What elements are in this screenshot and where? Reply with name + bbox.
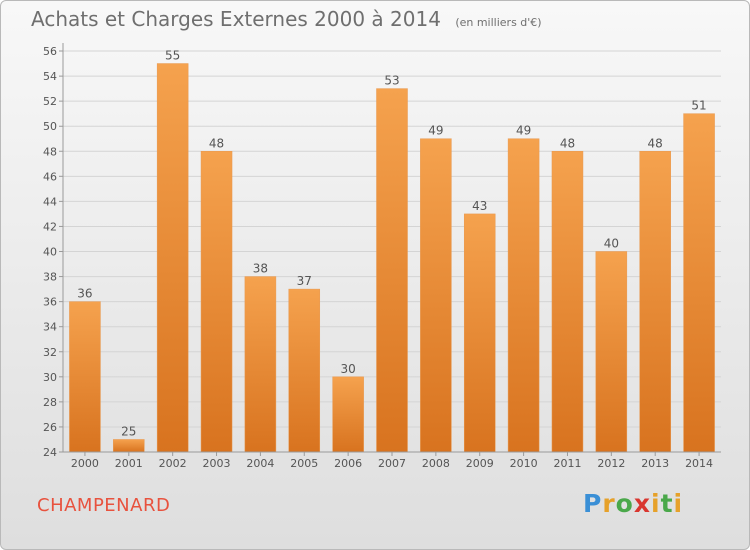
data-label: 25 bbox=[121, 424, 136, 438]
x-tick-label: 2006 bbox=[334, 457, 362, 470]
data-label: 55 bbox=[165, 49, 180, 63]
data-label: 40 bbox=[604, 237, 619, 251]
x-tick-label: 2005 bbox=[290, 457, 318, 470]
x-tick-label: 2003 bbox=[203, 457, 231, 470]
y-tick-label: 40 bbox=[43, 246, 57, 259]
data-label: 30 bbox=[340, 362, 355, 376]
x-tick-label: 2009 bbox=[466, 457, 494, 470]
y-tick-label: 44 bbox=[43, 195, 57, 208]
logo-letter: P bbox=[583, 489, 603, 518]
bar bbox=[332, 376, 364, 453]
bar bbox=[595, 251, 628, 453]
place-name: CHAMPENARD bbox=[37, 495, 171, 516]
logo-letter: t bbox=[660, 489, 674, 518]
data-label: 43 bbox=[472, 199, 487, 213]
y-tick-label: 56 bbox=[43, 45, 57, 58]
bar bbox=[113, 439, 145, 453]
logo-letter: i bbox=[673, 489, 684, 518]
y-tick-label: 36 bbox=[43, 296, 57, 309]
y-tick-label: 54 bbox=[43, 70, 57, 83]
data-label: 36 bbox=[77, 287, 92, 301]
logo-letter: o bbox=[615, 489, 634, 518]
y-tick-label: 34 bbox=[43, 321, 57, 334]
x-tick-label: 2014 bbox=[685, 457, 713, 470]
y-tick-label: 24 bbox=[43, 446, 57, 459]
y-tick-label: 52 bbox=[43, 95, 57, 108]
bar bbox=[683, 113, 715, 453]
chart-title-text: Achats et Charges Externes 2000 à 2014 bbox=[31, 7, 441, 31]
data-label: 38 bbox=[253, 262, 268, 276]
bar bbox=[463, 213, 496, 453]
x-tick-label: 2007 bbox=[378, 457, 406, 470]
bar bbox=[551, 151, 584, 453]
x-tick-label: 2000 bbox=[71, 457, 99, 470]
proxiti-logo: Proxiti bbox=[583, 489, 683, 518]
data-label: 37 bbox=[297, 274, 312, 288]
bar bbox=[376, 88, 408, 453]
y-tick-label: 32 bbox=[43, 346, 57, 359]
x-tick-label: 2013 bbox=[641, 457, 669, 470]
bar bbox=[200, 151, 233, 453]
x-tick-label: 2004 bbox=[246, 457, 274, 470]
bar bbox=[69, 301, 101, 453]
x-tick-label: 2008 bbox=[422, 457, 450, 470]
y-tick-label: 38 bbox=[43, 271, 57, 284]
bar bbox=[244, 276, 277, 453]
bar bbox=[156, 63, 189, 453]
data-label: 48 bbox=[209, 136, 224, 150]
chart-unit-note: (en milliers d'€) bbox=[455, 16, 542, 29]
x-tick-label: 2001 bbox=[115, 457, 143, 470]
data-label: 51 bbox=[691, 99, 706, 113]
x-tick-label: 2002 bbox=[159, 457, 187, 470]
logo-letter: r bbox=[602, 489, 616, 518]
x-tick-label: 2011 bbox=[553, 457, 581, 470]
data-label: 48 bbox=[648, 136, 663, 150]
bar bbox=[507, 138, 540, 453]
logo-letter: x bbox=[633, 489, 651, 518]
x-tick-label: 2010 bbox=[510, 457, 538, 470]
bar bbox=[420, 138, 452, 453]
data-label: 48 bbox=[560, 136, 575, 150]
logo-letter: i bbox=[651, 489, 661, 518]
y-tick-label: 28 bbox=[43, 396, 57, 409]
y-tick-label: 26 bbox=[43, 421, 57, 434]
y-tick-label: 46 bbox=[43, 170, 57, 183]
y-tick-label: 42 bbox=[43, 220, 57, 233]
y-tick-label: 50 bbox=[43, 120, 57, 133]
chart-title: Achats et Charges Externes 2000 à 2014 (… bbox=[31, 7, 542, 31]
data-label: 49 bbox=[516, 124, 531, 138]
y-tick-label: 30 bbox=[43, 371, 57, 384]
x-tick-label: 2012 bbox=[597, 457, 625, 470]
data-label: 49 bbox=[428, 124, 443, 138]
bar bbox=[639, 151, 671, 453]
bar bbox=[288, 288, 321, 453]
data-label: 53 bbox=[384, 74, 399, 88]
y-tick-label: 48 bbox=[43, 145, 57, 158]
